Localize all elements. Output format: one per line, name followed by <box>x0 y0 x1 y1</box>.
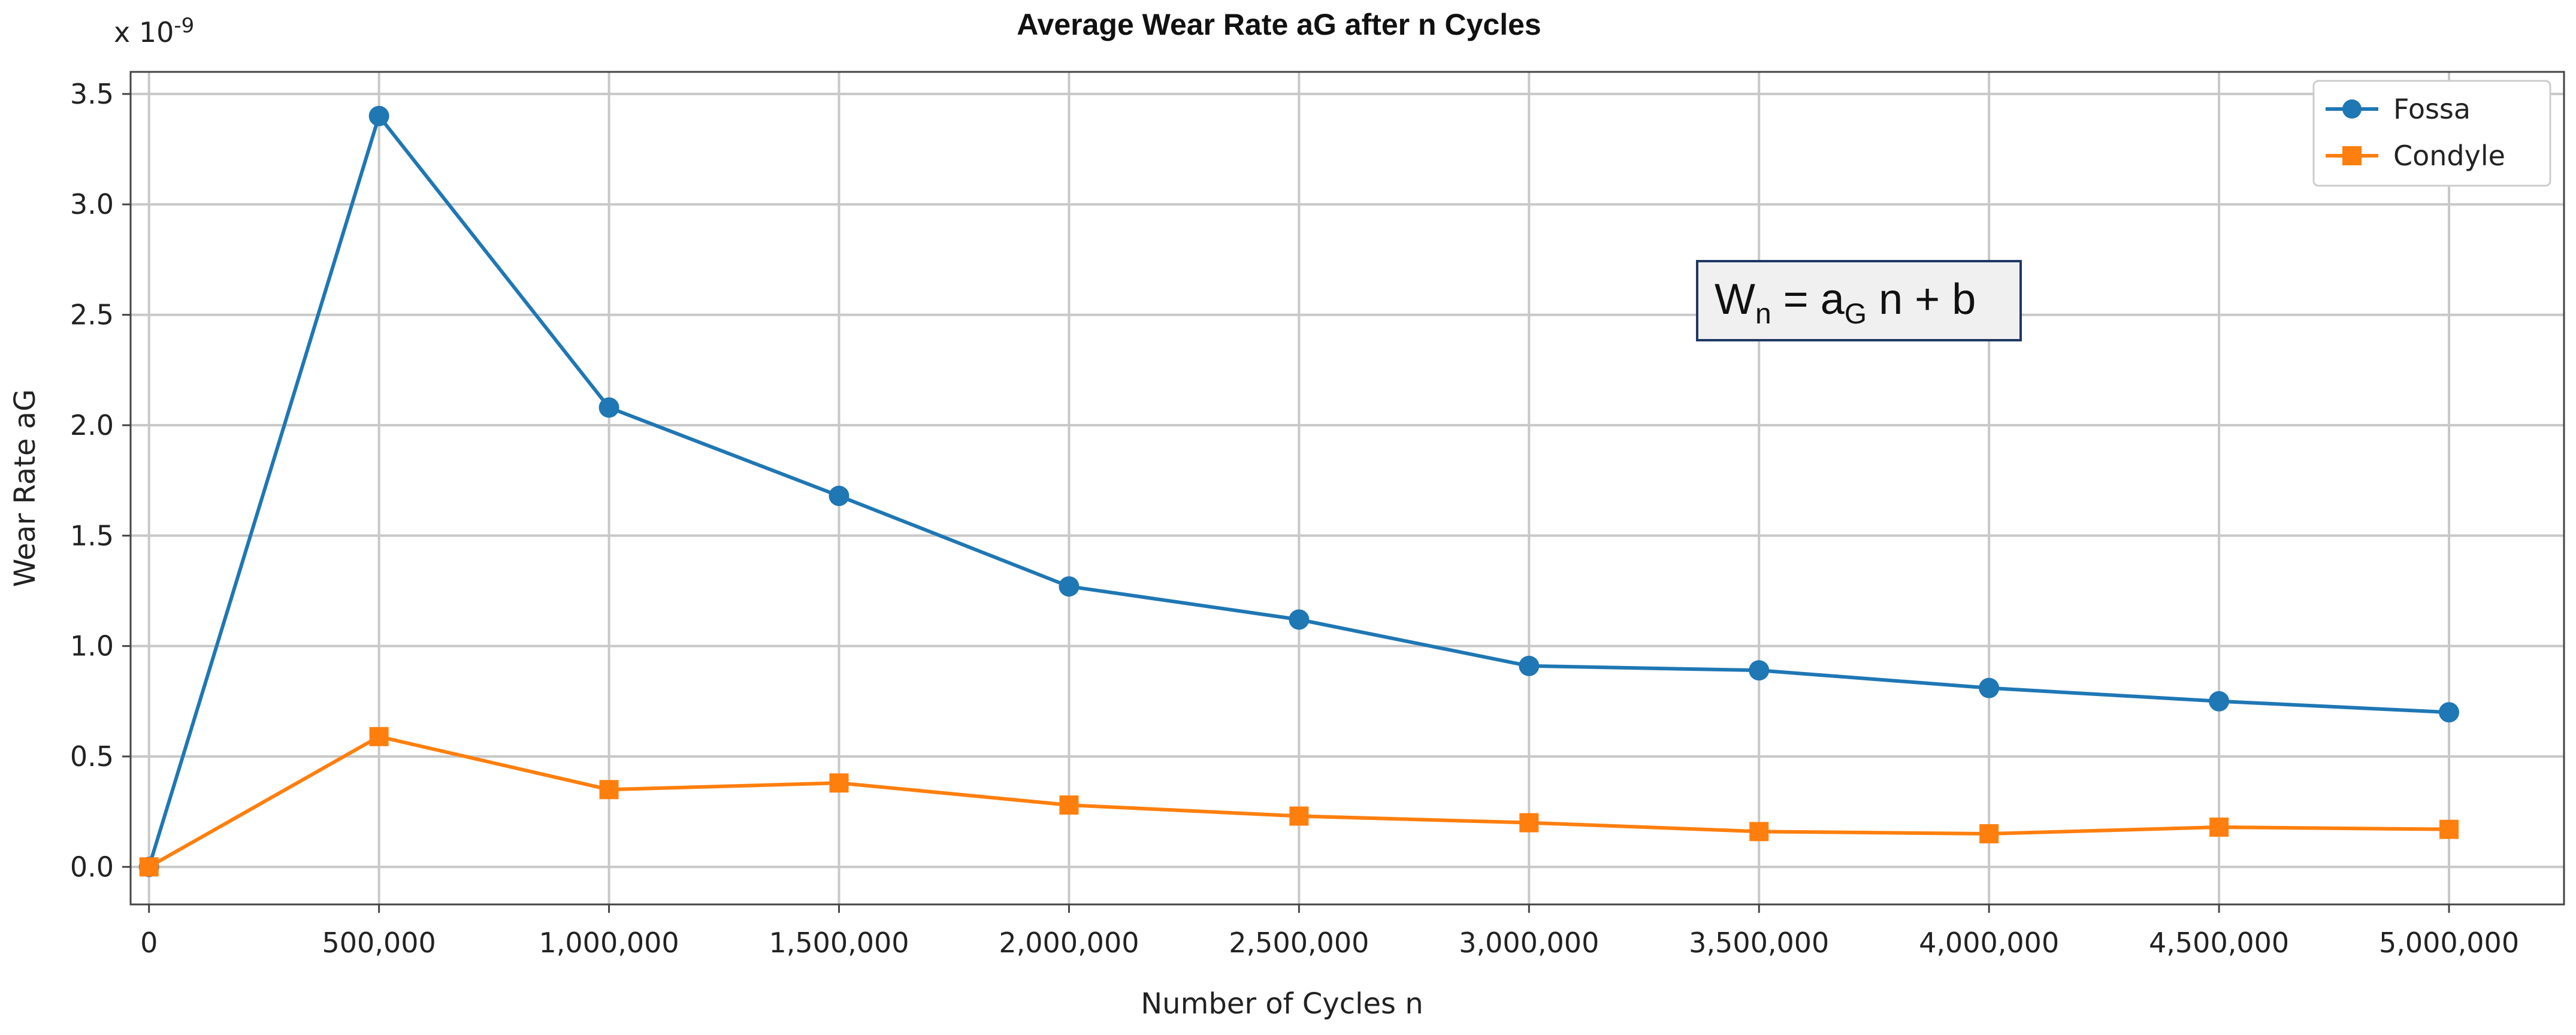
fossa-point <box>1749 660 1770 681</box>
x-tick-label: 1,500,000 <box>769 927 909 959</box>
equation-annotation: Wn = aG n + b <box>1696 260 2022 341</box>
fossa-point <box>1519 655 1540 676</box>
x-tick-label: 5,000,000 <box>2379 927 2519 959</box>
legend: Fossa Condyle <box>2312 80 2551 187</box>
y-tick-label: 0.5 <box>70 740 114 773</box>
x-tick-label: 2,000,000 <box>999 927 1139 959</box>
equation-text: Wn = aG n + b <box>1715 276 1976 330</box>
condyle-point <box>599 780 619 800</box>
y-tick-label: 2.0 <box>70 409 114 441</box>
y-tick-label: 2.5 <box>70 299 114 331</box>
y-tick-label: 3.0 <box>70 188 114 220</box>
x-tick-label: 3,500,000 <box>1689 927 1829 959</box>
x-tick-label: 0 <box>140 927 158 959</box>
condyle-point <box>1749 822 1769 842</box>
grid <box>131 72 2564 904</box>
fossa-point <box>1059 576 1080 597</box>
condyle-point <box>1289 806 1309 826</box>
fossa-point <box>1289 609 1310 630</box>
fossa-point <box>2209 691 2230 712</box>
fossa-point <box>1979 677 2000 698</box>
condyle-point <box>829 773 849 793</box>
x-tick-label: 4,500,000 <box>2149 927 2289 959</box>
condyle-point <box>2209 817 2229 837</box>
condyle-point <box>369 727 389 746</box>
x-tick-label: 3,000,000 <box>1459 927 1599 959</box>
legend-condyle-label: Condyle <box>2393 140 2505 172</box>
condyle-point <box>1519 813 1539 833</box>
y-tick-label: 1.0 <box>70 630 114 662</box>
y-multiplier-label: x 10-9 <box>114 14 194 49</box>
series <box>138 105 2460 877</box>
legend-fossa-label: Fossa <box>2393 93 2471 125</box>
chart-title: Average Wear Rate aG after n Cycles <box>1017 8 1541 41</box>
legend-box <box>2312 80 2551 187</box>
y-tick-label: 1.5 <box>70 519 114 552</box>
x-axis-ticks: 0 500,000 1,000,000 1,500,000 2,000,000 2,500… <box>140 904 2519 959</box>
y-axis-ticks: 0.0 0.5 1.0 1.5 2.0 2.5 3.0 3.5 <box>70 78 131 883</box>
x-tick-label: 500,000 <box>322 927 436 959</box>
x-tick-label: 1,000,000 <box>539 927 679 959</box>
legend-condyle-marker <box>2342 146 2362 165</box>
equation-box <box>1696 260 2022 341</box>
y-tick-label: 3.5 <box>70 78 114 110</box>
condyle-point <box>139 857 159 877</box>
condyle-point <box>1979 824 1999 844</box>
x-axis-label: Number of Cycles n <box>1141 987 1423 1021</box>
plot-frame <box>129 71 2565 906</box>
x-tick-label: 2,500,000 <box>1229 927 1369 959</box>
fossa-point <box>368 105 389 126</box>
fossa-point <box>2439 702 2460 723</box>
condyle-point <box>2439 819 2459 839</box>
fossa-point <box>598 397 619 418</box>
x-tick-label: 4,000,000 <box>1919 927 2059 959</box>
legend-fossa-marker <box>2342 99 2362 119</box>
y-tick-label: 0.0 <box>70 851 114 883</box>
y-axis-label: Wear Rate aG <box>8 389 42 588</box>
fossa-point <box>829 485 849 506</box>
y-exponent: -9 <box>174 14 194 38</box>
condyle-point <box>1059 795 1079 815</box>
